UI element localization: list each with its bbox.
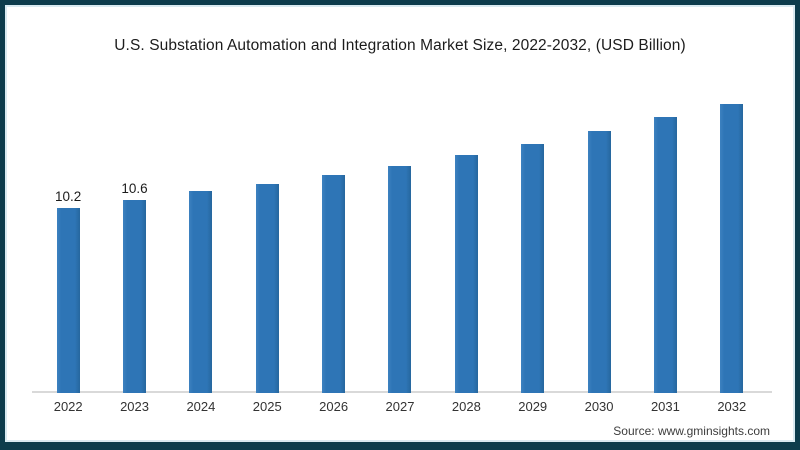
bar-column-2025: [234, 184, 300, 393]
x-axis-label-2027: 2027: [385, 399, 415, 414]
bar-value-label-2023: 10.6: [121, 181, 148, 196]
x-axis-label-2028: 2028: [451, 399, 481, 414]
bar-2024: [189, 191, 213, 393]
bar-column-2026: [300, 175, 366, 393]
x-axis-label-2032: 2032: [717, 399, 747, 414]
chart-title: U.S. Substation Automation and Integrati…: [114, 37, 686, 54]
bar-column-2022: 10.2: [35, 189, 101, 393]
x-axis-label-2025: 2025: [252, 399, 282, 414]
bar-2031: [653, 117, 677, 393]
x-axis-label-2023: 2023: [120, 399, 149, 414]
x-axis-label-2031: 2031: [650, 399, 680, 414]
source-attribution: Source: www.gminsights.com: [613, 424, 770, 438]
x-axis-label-2024: 2024: [186, 399, 216, 414]
bar-column-2032: [699, 104, 765, 393]
bar-2026: [322, 175, 346, 393]
bar-column-2027: [367, 166, 433, 393]
x-axis-label-2026: 2026: [319, 399, 349, 414]
bar-column-2031: [632, 117, 698, 393]
x-axis-labels: 2022 2023 2024 2025 2026 2027 2028 2029 2030 2031…: [35, 399, 765, 414]
bar-2030: [587, 131, 611, 393]
bars-container: 10.2 10.6: [35, 95, 765, 393]
bar-column-2029: [500, 144, 566, 393]
bar-column-2024: [168, 191, 234, 393]
bar-column-2030: [566, 131, 632, 393]
x-axis-label-2030: 2030: [584, 399, 614, 414]
bar-column-2023: 10.6: [101, 181, 167, 393]
bar-2028: [454, 155, 478, 393]
bar-2029: [521, 144, 545, 393]
x-axis-label-2022: 2022: [53, 399, 83, 414]
x-axis-label-2029: 2029: [518, 399, 548, 414]
bar-2032: [720, 104, 744, 393]
bar-2023: [123, 200, 147, 393]
bar-2022: [56, 208, 80, 393]
bar-value-label-2022: 10.2: [55, 189, 82, 204]
bar-2027: [388, 166, 412, 393]
bar-2025: [255, 184, 279, 393]
bar-column-2028: [433, 155, 499, 393]
